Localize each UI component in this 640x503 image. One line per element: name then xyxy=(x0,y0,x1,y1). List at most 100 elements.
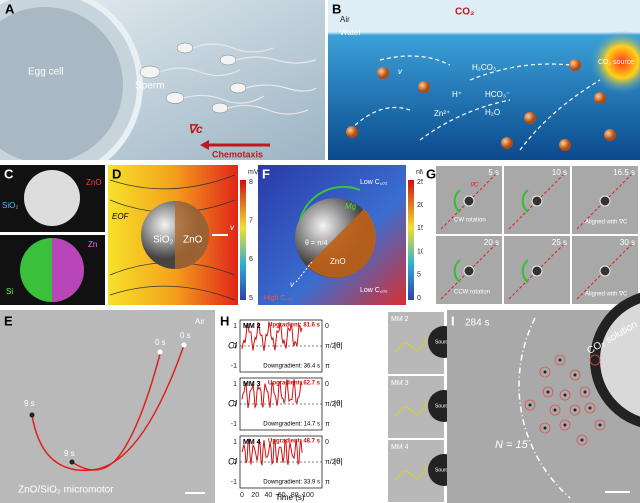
panel-label: G xyxy=(426,166,436,181)
upgradient: Upgradient: 62.7 s xyxy=(268,381,321,387)
text: CCW rotation xyxy=(454,290,490,296)
particle xyxy=(531,265,543,277)
image-name: MM 3 xyxy=(391,380,409,387)
text: Sperm xyxy=(135,81,164,92)
y2-tick-label: π xyxy=(325,479,330,486)
y2-tick-label: π/2 xyxy=(325,401,336,408)
colorbar-tick: 0 xyxy=(417,295,421,302)
colorbar-ticks: 0 5 10 15 20 25 xyxy=(417,179,425,302)
panel-e: E Air 0 s 9 s 0 s 9 s ZnO/SiO₂ micromoto… xyxy=(0,310,215,503)
particle xyxy=(599,195,611,207)
micromotor xyxy=(588,406,592,410)
x-tick-label: 60 xyxy=(278,492,286,499)
text: 9 s xyxy=(24,399,35,408)
micromotor xyxy=(543,426,547,430)
text: v xyxy=(398,67,403,76)
text: SiO₂ xyxy=(153,235,174,246)
text: v xyxy=(290,280,295,289)
panel-b: B Air Water CO₂ H₂CO₃ H⁺ HCO₃⁻ Zn²⁺ H₂O … xyxy=(328,0,640,160)
text: Zn²⁺ xyxy=(434,109,450,118)
micromotor xyxy=(543,370,547,374)
text: Air xyxy=(195,317,205,326)
panel-g: G 5 s 10 s 16.5 s 20 s 25 s 30 s CW rotation CC… xyxy=(423,165,640,305)
colorbar-tick: 5 xyxy=(249,295,253,302)
micromotor xyxy=(558,358,562,362)
text: Low C꜀ₒ₂ xyxy=(360,179,388,186)
source-label: Source xyxy=(435,339,451,345)
text: θ = π/4 xyxy=(305,240,328,247)
colorbar-tick: 8 xyxy=(249,179,253,186)
micromotor-ring xyxy=(569,404,581,416)
micromotor-ring xyxy=(539,422,551,434)
image-name: MM 4 xyxy=(391,444,409,451)
text: Mg xyxy=(345,202,357,211)
text: Si xyxy=(6,287,13,296)
text: Aligned with ∇C xyxy=(585,219,628,226)
colorbar-tick: 10 xyxy=(417,248,425,255)
downgradient: Downgradient: 36.4 s xyxy=(263,364,320,370)
micromotor-ring xyxy=(576,434,588,446)
micromotor-ring xyxy=(542,386,554,398)
gradient-line xyxy=(576,173,633,230)
text: ZnO xyxy=(330,257,346,266)
text: Low C꜀ₒ₂ xyxy=(360,287,388,294)
panel-label: B xyxy=(332,1,341,16)
text: ZnO xyxy=(86,178,102,187)
text: 0 s xyxy=(155,338,166,347)
text: EOF xyxy=(112,212,130,221)
upgradient: Upgradient: 48.7 s xyxy=(268,439,321,445)
panel-label: A xyxy=(5,1,15,16)
time-label: 16.5 s xyxy=(613,168,635,177)
text: ∇C xyxy=(470,182,479,189)
panel-a: A Egg cell Sperm ∇c Chemotaxis xyxy=(0,0,325,160)
axis-title: |θ| xyxy=(334,399,343,408)
micromotor-ring xyxy=(539,366,551,378)
panel-label: F xyxy=(262,166,270,181)
text: H⁺ xyxy=(452,90,462,99)
rotation-arc xyxy=(453,189,461,213)
text: Air xyxy=(340,15,350,24)
particle xyxy=(531,195,543,207)
text: H₂O xyxy=(485,108,500,117)
colorbar-tick: 7 xyxy=(249,218,253,225)
text: 9 s xyxy=(64,449,75,458)
text: H₂CO₃ xyxy=(472,63,496,72)
text: CO₂ source xyxy=(598,59,634,66)
trace xyxy=(241,320,303,351)
micromotor xyxy=(546,390,550,394)
text: ZnO/SiO₂ micromotor xyxy=(18,485,114,496)
gradient-line xyxy=(440,243,497,300)
y-tick-label: 1 xyxy=(233,323,237,330)
upgradient: Upgradient: 81.6 s xyxy=(268,323,321,329)
panel-h: H Time (s) MM 2 Upgradient: 81.6 s Downgra… xyxy=(220,312,460,502)
panel-f: F Low C꜀ₒ₂ Low C꜀ₒ₂ High C꜀ₒ₂ Mg θ = π/4… xyxy=(258,165,432,305)
micromotor-ring xyxy=(594,419,606,431)
micromotor xyxy=(573,373,577,377)
text: Aligned with ∇C xyxy=(585,291,628,298)
x-tick-label: 100 xyxy=(302,492,314,499)
y-tick-label: -1 xyxy=(231,479,237,486)
micromotor xyxy=(528,403,532,407)
time-label: 5 s xyxy=(488,168,499,177)
micromotor xyxy=(563,423,567,427)
text: HCO₃⁻ xyxy=(485,90,510,99)
axis-title: CI xyxy=(228,340,237,350)
particle xyxy=(599,265,611,277)
text: SiO₂ xyxy=(2,201,18,210)
time-label: 20 s xyxy=(484,238,499,247)
subplot-name: MM 2 xyxy=(243,323,261,330)
axis-title: |θ| xyxy=(334,457,343,466)
source-label: Source xyxy=(435,467,451,473)
panel-label: I xyxy=(451,313,455,328)
y2-tick-label: 0 xyxy=(325,323,329,330)
micromotor-ring xyxy=(554,354,566,366)
y2-tick-label: π xyxy=(325,421,330,428)
micromotor xyxy=(583,390,587,394)
micromotor-ring xyxy=(549,404,561,416)
trajectory xyxy=(395,400,427,417)
y-tick-label: 0 xyxy=(233,343,237,350)
y-tick-label: 1 xyxy=(233,439,237,446)
y2-tick-label: π/2 xyxy=(325,459,336,466)
y2-tick-label: 0 xyxy=(325,439,329,446)
